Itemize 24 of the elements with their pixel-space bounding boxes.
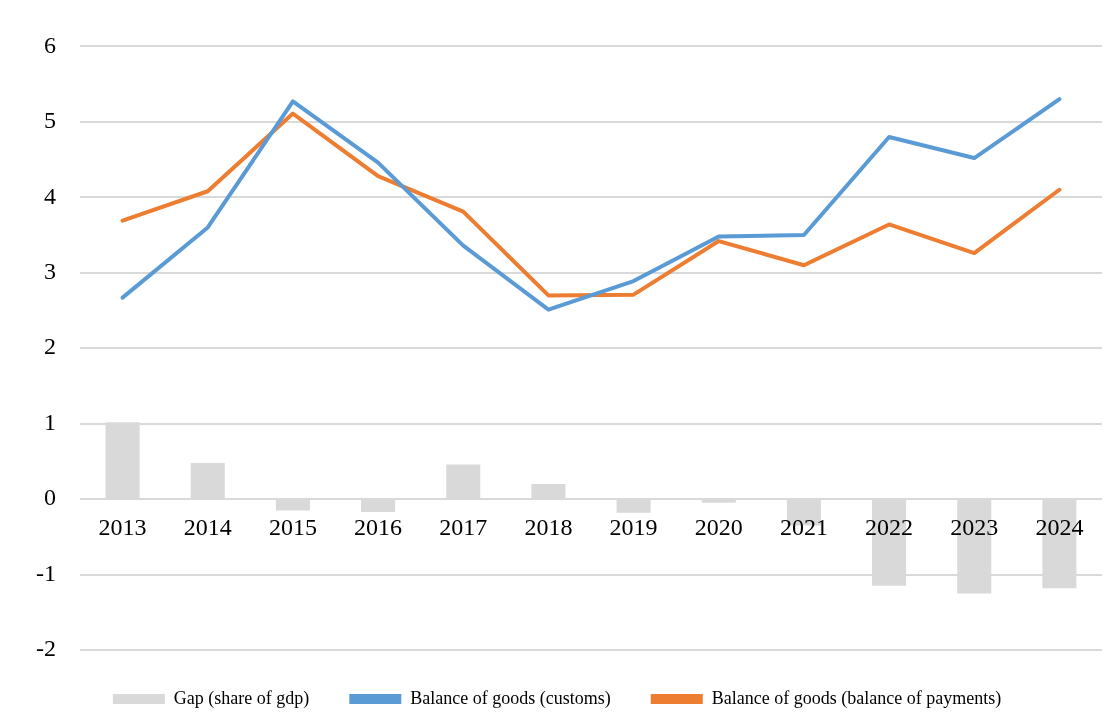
x-tick-label: 2014 <box>183 514 232 541</box>
x-tick-label: 2016 <box>354 514 403 541</box>
x-tick-label: 2018 <box>524 514 573 541</box>
y-tick-label: 6 <box>43 31 56 58</box>
y-tick-label: -1 <box>35 559 56 586</box>
x-tick-label: 2020 <box>694 514 743 541</box>
y-tick-label: 2 <box>43 333 56 360</box>
x-tick-label: 2021 <box>779 514 828 541</box>
x-tick-label: 2013 <box>98 514 147 541</box>
y-tick-label: 5 <box>43 107 56 134</box>
x-tick-label: 2015 <box>268 514 317 541</box>
x-tick-label: 2019 <box>609 514 658 541</box>
y-tick-label: -2 <box>35 635 56 662</box>
y-tick-label: 1 <box>43 408 56 435</box>
x-tick-label: 2023 <box>950 514 999 541</box>
y-tick-label: 4 <box>43 182 56 209</box>
x-tick-label: 2024 <box>1035 514 1084 541</box>
y-tick-label: 0 <box>43 484 56 511</box>
x-tick-label: 2022 <box>865 514 914 541</box>
x-tick-label: 2017 <box>439 514 488 541</box>
legend-label: Balance of goods (balance of payments) <box>711 687 1002 709</box>
legend-label: Balance of goods (customs) <box>410 687 611 709</box>
y-tick-label: 3 <box>43 258 56 285</box>
legend-label: Gap (share of gdp) <box>173 687 310 709</box>
